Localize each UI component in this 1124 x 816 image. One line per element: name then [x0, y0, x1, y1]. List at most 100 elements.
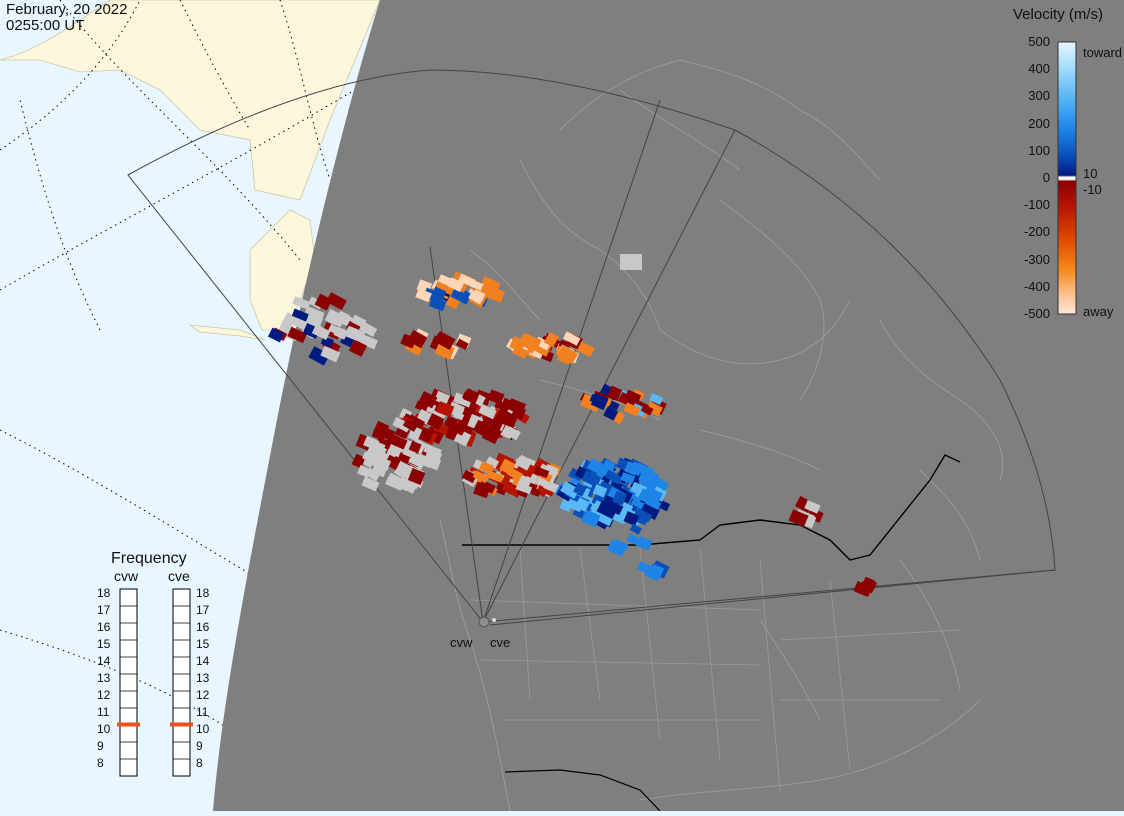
- velocity-cell: [463, 388, 480, 405]
- velocity-cell: [424, 448, 443, 465]
- velocity-cell: [607, 385, 623, 402]
- velocity-cell: [562, 331, 581, 346]
- radar-label-cvw: cvw: [450, 635, 473, 650]
- velocity-cell: [267, 327, 285, 343]
- velocity-cell: [620, 254, 642, 270]
- velocity-cell: [461, 469, 477, 484]
- frequency-scale-label: 14: [196, 654, 210, 668]
- velocity-cell: [603, 495, 621, 509]
- velocity-cell: [494, 407, 516, 427]
- frequency-scale-label: 16: [196, 620, 210, 634]
- velocity-cell: [862, 576, 875, 589]
- velocity-cell: [320, 336, 334, 348]
- velocity-cell: [434, 278, 455, 296]
- frequency-scale-label: 8: [196, 756, 203, 770]
- velocity-cell: [482, 415, 499, 428]
- velocity-cell: [394, 460, 413, 479]
- velocity-cell: [357, 465, 372, 478]
- velocity-cell: [344, 325, 366, 343]
- radar-site-marker: [492, 618, 496, 622]
- velocity-cell: [407, 329, 428, 349]
- velocity-cell: [612, 490, 627, 506]
- velocity-cell: [472, 419, 490, 437]
- velocity-cell: [515, 482, 533, 495]
- velocity-cell: [468, 290, 485, 305]
- velocity-cell: [607, 539, 627, 557]
- frequency-cvw-label: cvw: [114, 568, 139, 584]
- frequency-column: [119, 588, 138, 777]
- velocity-cell: [311, 324, 331, 341]
- velocity-cell: [509, 335, 526, 352]
- velocity-tick-label: 500: [1028, 34, 1050, 49]
- velocity-cell: [333, 326, 349, 340]
- velocity-cell: [604, 469, 623, 485]
- velocity-scale-title: Velocity (m/s): [1013, 6, 1104, 23]
- frequency-scale-label: 12: [97, 688, 111, 702]
- frequency-scale-label: 11: [97, 705, 110, 719]
- velocity-cell: [348, 339, 367, 357]
- date-label: February, 20 2022: [6, 1, 128, 18]
- frequency-panel: 18 18 17 17 16 16 15 15 14 14 13 13 12 12 11 11 10 10 9 9 8 8: [97, 586, 210, 777]
- velocity-cell: [456, 419, 475, 435]
- frequency-scale-label: 9: [196, 739, 203, 753]
- velocity-cell: [450, 285, 473, 305]
- velocity-cell: [602, 459, 616, 473]
- time-label: 0255:00 UT: [6, 17, 85, 34]
- velocity-cell: [640, 403, 654, 416]
- velocity-cell: [478, 479, 496, 494]
- velocity-cell: [645, 401, 663, 417]
- velocity-tick-label: -200: [1023, 224, 1050, 240]
- velocity-cell: [482, 425, 501, 443]
- velocity-cell: [408, 440, 422, 454]
- velocity-cell: [292, 296, 311, 310]
- velocity-cell: [560, 481, 580, 499]
- frequency-cve-label: cve: [168, 568, 190, 584]
- velocity-cell: [788, 509, 809, 528]
- velocity-tick-label: 200: [1028, 115, 1050, 131]
- velocity-cell: [314, 293, 333, 311]
- velocity-cell: [576, 341, 595, 358]
- velocity-cell: [478, 403, 497, 420]
- velocity-cell: [371, 429, 386, 441]
- velocity-cell: [649, 393, 664, 406]
- velocity-cell: [392, 416, 412, 433]
- velocity-cell: [418, 427, 434, 443]
- velocity-cell: [586, 458, 605, 475]
- velocity-cell: [644, 564, 662, 582]
- velocity-cell: [543, 331, 560, 348]
- velocity-cell: [448, 420, 466, 436]
- velocity-cell: [434, 331, 456, 350]
- velocity-colorbar: [1057, 41, 1077, 315]
- velocity-cell: [642, 486, 663, 505]
- velocity-cell: [455, 338, 469, 351]
- velocity-cell: [589, 393, 607, 407]
- velocity-cell: [430, 286, 447, 302]
- frequency-scale-label: 13: [97, 671, 111, 685]
- velocity-cell: [494, 400, 510, 413]
- frequency-column: [172, 588, 191, 777]
- radar-site-marker: [478, 616, 490, 628]
- frequency-title: Frequency: [111, 550, 187, 567]
- velocity-cell: [437, 274, 453, 287]
- velocity-cell: [581, 509, 601, 528]
- velocity-cell: [596, 500, 618, 520]
- velocity-cell: [575, 497, 590, 512]
- frequency-scale-label: 15: [97, 637, 111, 651]
- frequency-marker: [170, 722, 193, 727]
- velocity-cell: [415, 288, 432, 303]
- velocity-cell: [458, 273, 476, 288]
- velocity-cell: [573, 482, 587, 497]
- velocity-cell: [453, 392, 473, 408]
- velocity-tick-label: 300: [1028, 88, 1050, 104]
- velocity-cell: [620, 472, 635, 484]
- frequency-scale-label: 18: [196, 586, 210, 600]
- frequency-marker: [117, 722, 140, 727]
- velocity-cell: [486, 286, 505, 303]
- velocity-cell: [374, 420, 390, 435]
- velocity-cell: [618, 392, 635, 407]
- velocity-cell: [629, 523, 643, 535]
- velocity-cell: [371, 462, 388, 478]
- velocity-toward-label: toward: [1083, 45, 1123, 60]
- velocity-cell: [351, 453, 366, 469]
